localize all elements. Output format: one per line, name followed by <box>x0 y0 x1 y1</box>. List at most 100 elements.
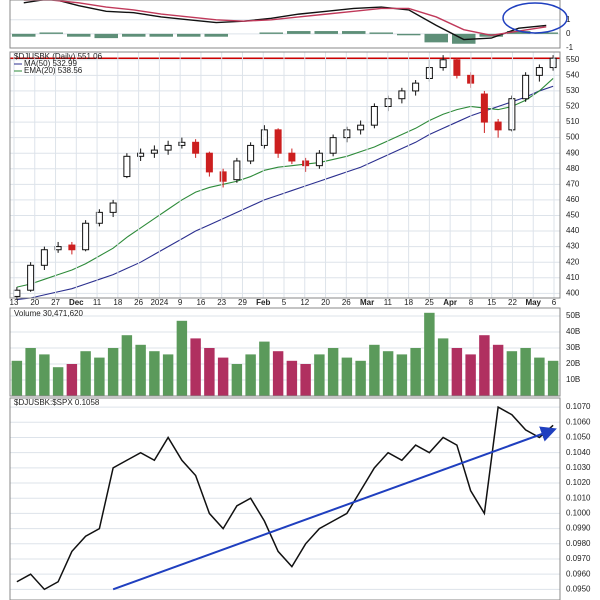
indicator-line <box>23 0 547 41</box>
candle-body <box>343 129 351 139</box>
volume-bar <box>437 338 449 396</box>
x-tick-label: Apr <box>443 298 457 307</box>
volume-bar <box>410 348 421 396</box>
volume-bar <box>534 357 545 396</box>
volume-bar <box>204 348 215 396</box>
plot-layer: 10-1400410420430440450460470480490500510… <box>10 0 591 593</box>
x-tick-label: 13 <box>10 298 19 307</box>
volume-bar <box>149 351 160 396</box>
volume-bar <box>245 354 256 396</box>
indicator-line <box>23 0 547 37</box>
candle-body <box>137 152 145 157</box>
y-tick-label: 530 <box>566 86 580 95</box>
histogram-bar <box>287 31 311 34</box>
y-tick-label: 450 <box>566 211 580 220</box>
moving-average <box>16 78 554 288</box>
x-tick-label: 11 <box>384 298 393 307</box>
x-tick-label: 27 <box>51 298 60 307</box>
ratio-title: $DJUSBK:$SPX 0.1058 <box>14 398 100 407</box>
y-tick-label: 430 <box>566 242 580 251</box>
x-tick-label: 20 <box>321 298 330 307</box>
x-tick-label: Feb <box>256 298 270 307</box>
candle-body <box>164 144 172 151</box>
x-tick-label: 15 <box>487 298 496 307</box>
candle-body <box>219 171 227 182</box>
candle-body <box>480 93 488 123</box>
volume-bar <box>300 364 311 396</box>
volume-bar <box>355 360 366 396</box>
candle-body <box>453 59 461 76</box>
histogram-bar <box>342 31 366 34</box>
volume-bar <box>479 335 490 396</box>
histogram-bar <box>397 33 421 36</box>
y-tick-label: 520 <box>566 102 580 111</box>
candle-body <box>109 202 117 213</box>
volume-bar <box>341 357 353 396</box>
candle-body <box>13 289 21 297</box>
candle-body <box>535 67 543 76</box>
volume-bar <box>52 367 64 396</box>
y-tick-label: 0.1030 <box>566 463 591 472</box>
x-tick-label: 25 <box>425 298 434 307</box>
histogram-bar <box>12 33 36 37</box>
volume-bar <box>314 354 325 396</box>
candle-body <box>68 244 76 251</box>
volume-bar <box>176 320 188 396</box>
x-tick-label: 8 <box>469 298 474 307</box>
volume-bar <box>506 351 518 396</box>
candle-body <box>288 152 296 162</box>
volume-bar <box>66 364 78 396</box>
volume-bar <box>121 335 133 396</box>
histogram-bar <box>204 33 228 37</box>
ratio-line <box>16 405 554 591</box>
histogram-bar <box>94 33 118 39</box>
candle-body <box>370 105 378 126</box>
candle-body <box>192 141 200 154</box>
y-tick-label: 0.0950 <box>566 584 591 593</box>
panel-frame <box>9 397 561 600</box>
y-tick-label: 40B <box>566 327 580 336</box>
x-tick-label: 16 <box>196 298 205 307</box>
candle-body <box>412 82 420 92</box>
volume-bar <box>520 348 531 396</box>
y-tick-label: 480 <box>566 164 580 173</box>
volume-bar <box>162 354 174 396</box>
x-tick-label: May <box>525 298 541 307</box>
candle-body <box>150 149 158 154</box>
panel-frame <box>9 0 561 49</box>
annotation-ellipse <box>502 2 568 34</box>
y-tick-label: 490 <box>566 148 580 157</box>
moving-average <box>16 85 554 301</box>
panel <box>10 405 560 591</box>
volume-bar <box>107 348 119 396</box>
y-tick-label: 0.1040 <box>566 448 591 457</box>
y-tick-label: 500 <box>566 133 580 142</box>
candle-body <box>205 152 213 173</box>
candle-body <box>494 121 502 131</box>
candle-body <box>329 137 337 154</box>
volume-bar <box>25 348 36 396</box>
y-tick-label: 0.0960 <box>566 569 591 578</box>
x-tick-label: Mar <box>360 298 374 307</box>
x-tick-label: 18 <box>113 298 122 307</box>
y-tick-label: 410 <box>566 273 580 282</box>
trendline <box>112 426 557 591</box>
x-tick-label: 26 <box>342 298 351 307</box>
y-tick-label: 0.1020 <box>566 478 591 487</box>
histogram-bar <box>122 33 146 37</box>
volume-bar <box>327 348 339 396</box>
y-tick-label: 0.1060 <box>566 417 591 426</box>
y-tick-label: 10B <box>566 375 580 384</box>
volume-bar <box>80 351 91 396</box>
y-tick-label: 0.0970 <box>566 554 591 563</box>
y-tick-label: -1 <box>566 43 574 52</box>
x-tick-label: 6 <box>552 298 557 307</box>
panel <box>10 0 560 48</box>
volume-bar <box>135 344 146 396</box>
histogram-bar <box>149 33 173 37</box>
y-tick-label: 0.1070 <box>566 402 591 411</box>
histogram-bar <box>424 33 448 43</box>
